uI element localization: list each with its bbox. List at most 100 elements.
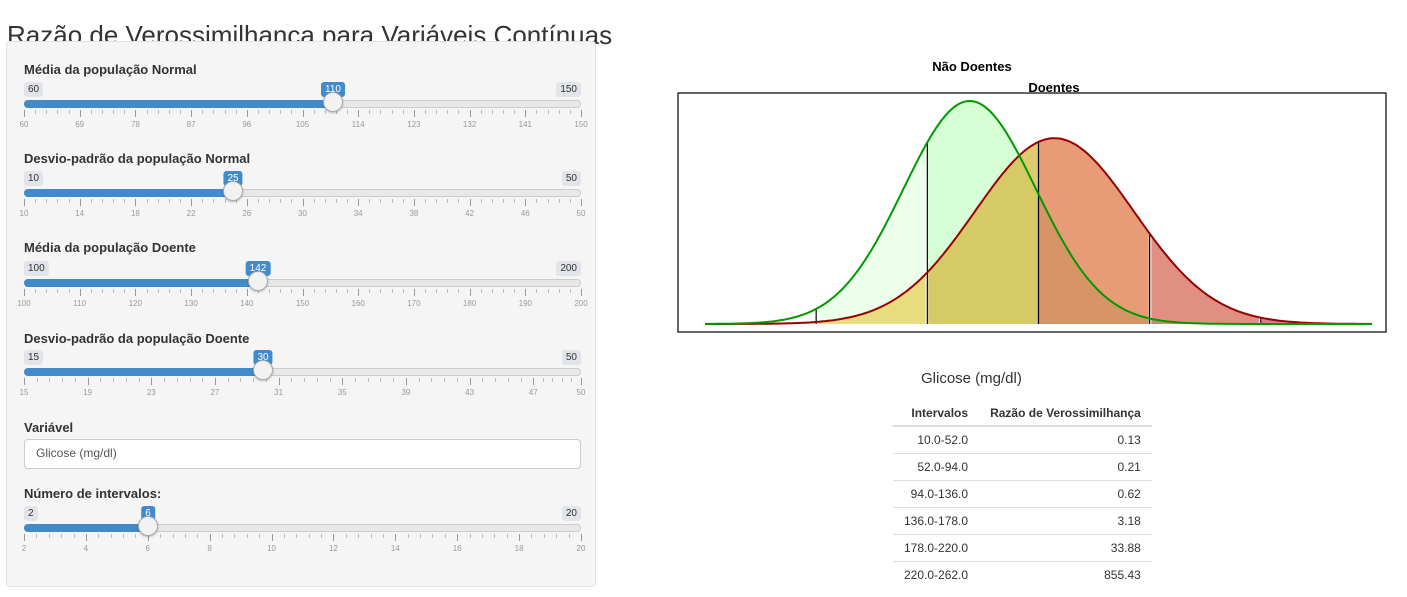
slider-tick [271,534,273,541]
slider-tick-label: 20 [576,544,586,553]
slider-minor-tick [447,289,449,293]
slider-minor-tick [124,110,126,114]
slider-tick-label: 23 [146,388,156,397]
dp-doente-slider[interactable]: 15 19 23 27 31 35 39 43 47 50 15 50 30 [20,350,585,408]
slider-minor-tick [321,534,323,538]
slider-minor-tick [506,534,508,538]
slider-minor-tick [313,110,315,114]
slider-minor-tick [503,289,505,293]
slider-tick [581,289,582,296]
slider-minor-tick [234,534,236,538]
dp-normal-slider[interactable]: 10 14 18 22 26 30 34 38 42 46 50 10 50 25 [20,171,585,229]
slider-minor-tick [280,199,282,203]
slider-minor-tick [172,534,174,538]
slider-tick-label: 22 [186,209,196,218]
slider-minor-tick [227,378,229,382]
slider-tick [87,378,89,385]
controls-panel: Média da população Normal 60 69 78 87 96 105 1… [6,41,596,587]
slider-tick [79,199,81,206]
slider-minor-tick [235,199,237,203]
slider-minor-tick [436,110,438,114]
slider-minor-tick [536,199,538,203]
slider-minor-tick [179,110,181,114]
slider-minor-tick [202,289,204,293]
slider-tick [581,199,582,206]
normal-density-line [705,99,1372,325]
slider-tick [358,199,360,206]
slider-tick [581,534,582,541]
slider-minor-tick [447,199,449,203]
slider-minor-tick [402,110,404,114]
slider-minor-tick [558,289,560,293]
slider-minor-tick [110,534,112,538]
slider-minor-tick [123,534,125,538]
slider-handle[interactable] [253,360,273,380]
slider-minor-tick [291,378,293,382]
table-row: 94.0-136.0 0.62 [893,480,1152,508]
slider-handle[interactable] [138,516,158,536]
slider-minor-tick [425,199,427,203]
lr-table: Intervalos Razão de Verossimilhança 10.0… [893,399,1152,588]
slider-tick-label: 100 [17,299,31,308]
slider-tick-label: 18 [130,209,140,218]
slider-tick [24,289,25,296]
slider-minor-tick [503,110,505,114]
slider-minor-tick [197,534,199,538]
slider-minor-tick [329,378,331,382]
slider-minor-tick [431,378,433,382]
slider-minor-tick [138,378,140,382]
intervalos-slider[interactable]: 2 4 6 8 10 12 14 16 18 20 2 20 6 [22,506,585,564]
slider-minor-tick [269,289,271,293]
media-doente-slider[interactable]: 100 110 120 130 140 150 160 170 180 190 200 100 200 1… [17,261,588,319]
slider-minor-tick [407,534,409,538]
slider-tick [405,378,407,385]
slider-minor-tick [246,534,248,538]
slider-minor-tick [571,378,573,382]
slider-tick-label: 35 [337,388,347,397]
media-normal-slider[interactable]: 60 69 78 87 96 105 114 123 132 141 150 60 150 110 [20,82,588,140]
slider-tick [135,199,137,206]
slider-handle[interactable] [223,181,243,201]
slider-minor-tick [355,378,357,382]
slider-minor-tick [257,110,259,114]
slider-tick-label: 10 [267,544,276,553]
slider-minor-tick [146,199,148,203]
slider-minor-tick [46,289,48,293]
slider-minor-tick [224,110,226,114]
slider-tick-label: 110 [73,299,87,308]
slider-tick-label: 34 [353,209,363,218]
slider-minor-tick [36,534,38,538]
slider-minor-tick [569,199,571,203]
slider-minor-tick [269,199,271,203]
slider-tick [147,534,149,541]
variavel-label: Variável [24,420,74,435]
slider-minor-tick [164,378,166,382]
slider-minor-tick [380,199,382,203]
slider-minor-tick [444,378,446,382]
slider-minor-tick [90,289,92,293]
slider-minor-tick [213,110,215,114]
variavel-input[interactable]: Glicose (mg/dl) [24,439,581,469]
header-intervalos: Intervalos [893,399,980,427]
slider-tick [191,289,193,296]
slider-minor-tick [291,199,293,203]
slider-minor-tick [536,289,538,293]
slider-tick-label: 27 [210,388,220,397]
slider-minor-tick [222,534,224,538]
slider-minor-tick [547,199,549,203]
slider-minor-tick [235,110,237,114]
interval-cell: 52.0-94.0 [893,453,980,481]
slider-minor-tick [367,378,369,382]
slider-handle[interactable] [323,92,343,112]
slider-minor-tick [432,534,434,538]
slider-minor-tick [480,289,482,293]
legend-doentes: Doentes [1028,80,1079,95]
slider-minor-tick [520,378,522,382]
table-row: 52.0-94.0 0.21 [893,453,1152,481]
slider-tick-label: 14 [390,544,400,553]
slider-tick [469,199,471,206]
slider-minor-tick [447,110,449,114]
slider-handle[interactable] [248,271,268,291]
slider-tick [413,110,415,117]
slider-minor-tick [176,378,178,382]
